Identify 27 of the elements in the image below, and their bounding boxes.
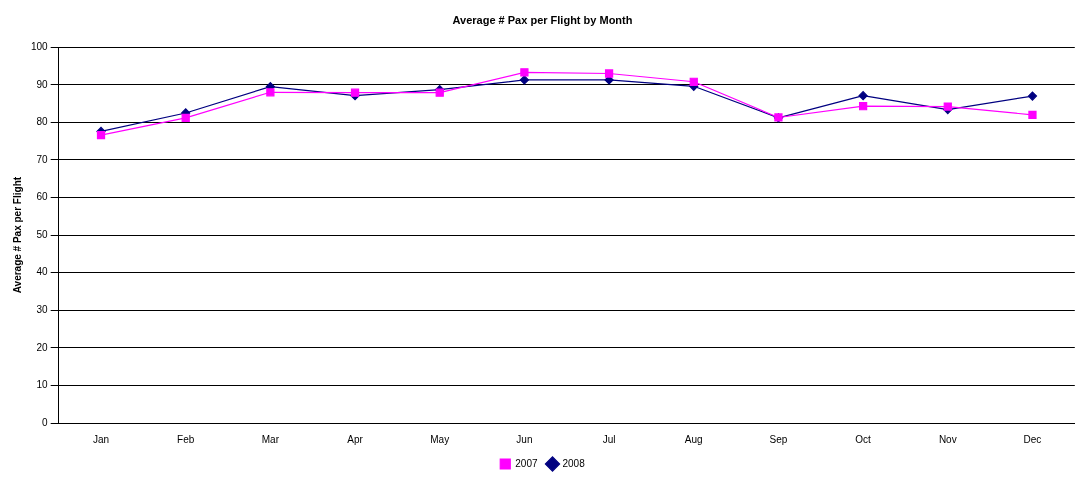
x-tick-label: Sep	[769, 433, 788, 445]
y-tick-label: 60	[36, 191, 49, 203]
y-tick-label: 30	[36, 304, 49, 316]
x-tick-label: Apr	[347, 433, 364, 445]
x-tick-label: Oct	[855, 433, 872, 445]
legend-label: 2007	[515, 457, 538, 469]
y-tick-label: 50	[36, 228, 49, 240]
y-tick-label: 80	[36, 116, 49, 128]
y-tick-label: 10	[36, 379, 49, 391]
legend-label: 2008	[562, 457, 586, 469]
x-tick-label: Jun	[516, 433, 533, 445]
x-tick-label: Jul	[602, 433, 616, 445]
y-tick-label: 100	[31, 40, 49, 52]
x-tick-label: Jan	[92, 433, 110, 445]
x-tick-label: Aug	[684, 433, 703, 445]
y-axis-title: Average # Pax per Flight	[11, 176, 23, 294]
x-tick-label: Nov	[938, 433, 957, 445]
x-tick-label: Mar	[261, 433, 280, 445]
chart-title: Average # Pax per Flight by Month	[452, 13, 633, 26]
y-tick-label: 0	[42, 416, 49, 428]
y-tick-label: 70	[36, 153, 49, 165]
x-tick-label: Dec	[1023, 433, 1042, 445]
x-tick-label: Feb	[177, 433, 195, 445]
y-tick-label: 90	[36, 78, 49, 90]
x-tick-label: May	[430, 433, 450, 445]
y-tick-label: 20	[36, 341, 49, 353]
y-tick-label: 40	[36, 266, 49, 278]
